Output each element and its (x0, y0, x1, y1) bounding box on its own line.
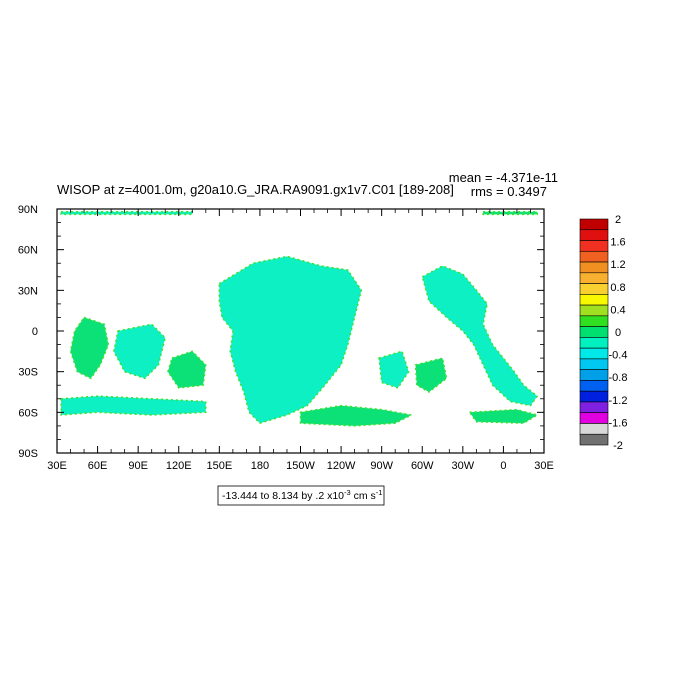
colorbar-swatch (579, 294, 609, 306)
ocean-patch (167, 350, 207, 389)
colorbar-swatch (579, 390, 609, 403)
colorbar-swatch (579, 433, 609, 446)
colorbar-swatch (579, 337, 609, 349)
ocean-patch (113, 323, 167, 380)
y-tick-label: 60N (18, 245, 38, 257)
x-tick-label: 120E (166, 460, 192, 472)
colorbar-swatch (579, 369, 609, 381)
contour-range-text: -13.444 to 8.134 by .2 x10 (222, 490, 344, 502)
ocean-patch (414, 357, 448, 393)
colorbar-label: 0.8 (610, 282, 625, 294)
x-tick-label: 60W (411, 460, 434, 472)
colorbar-swatch (579, 272, 609, 284)
colorbar-label: -0.8 (609, 372, 628, 384)
colorbar-label: -2 (613, 440, 623, 452)
y-tick-label: 30S (18, 367, 38, 379)
x-tick-label: 0 (500, 460, 506, 472)
colorbar-swatch (579, 304, 609, 317)
ocean-patch (69, 316, 110, 380)
ocean-patch (421, 265, 539, 407)
chart-title: WISOP at z=4001.0m, g20a10.G_JRA.RA9091.… (57, 182, 454, 197)
x-tick-label: 120W (327, 460, 356, 472)
contour-exponent: -3 (344, 488, 351, 497)
ocean-patch (378, 350, 410, 389)
colorbar-swatch (579, 380, 609, 392)
svg-text:-13.444 to 8.134 by .2 x10-3 c: -13.444 to 8.134 by .2 x10-3 cm s-1 (222, 488, 382, 502)
ocean-patch (482, 210, 538, 216)
ocean-patch (60, 210, 194, 216)
colorbar-swatch (579, 401, 609, 414)
x-tick-label: 180 (251, 460, 269, 472)
colorbar-label: 0.4 (610, 304, 625, 316)
colorbar-swatch (579, 315, 609, 327)
colorbar-label: -1.6 (609, 417, 628, 429)
mean-label: mean = -4.371e-11 (449, 170, 558, 185)
x-tick-label: 90E (128, 460, 148, 472)
x-tick-label: 150E (206, 460, 232, 472)
colorbar-label: -0.4 (609, 350, 628, 362)
colorbar-swatch (579, 358, 609, 370)
x-tick-label: 30E (534, 460, 554, 472)
ocean-patch (60, 395, 207, 416)
y-tick-label: 30N (18, 285, 38, 297)
colorbar-label: 1.6 (610, 237, 625, 249)
colorbar-swatch (579, 229, 609, 241)
colorbar-swatch (579, 412, 609, 424)
ocean-data-patches (60, 210, 540, 427)
x-tick-label: 30E (47, 460, 67, 472)
colorbar-swatch (579, 218, 609, 231)
colorbar-label: 0 (615, 327, 621, 339)
colorbar: 2 1.6 1.2 0.8 0.4 0 -0.4 -0.8 -1.2 -1.6 -2 (579, 214, 628, 452)
ocean-patch (218, 255, 363, 425)
colorbar-label: 1.2 (610, 259, 625, 271)
ocean-patch (468, 408, 540, 424)
colorbar-swatch (579, 326, 609, 338)
x-tick-label: 90W (370, 460, 393, 472)
colorbar-label: 2 (615, 214, 621, 226)
colorbar-swatch (579, 261, 609, 274)
colorbar-swatch (579, 240, 609, 252)
colorbar-swatch (579, 423, 609, 435)
y-tick-label: 90S (18, 448, 38, 460)
colorbar-swatch (579, 283, 609, 295)
colorbar-label: -1.2 (609, 395, 628, 407)
colorbar-swatch (579, 250, 609, 263)
rms-label: rms = 0.3497 (471, 184, 547, 199)
x-tick-label: 150W (286, 460, 315, 472)
y-tick-label: 90N (18, 204, 38, 216)
x-tick-label: 30W (452, 460, 475, 472)
contour-units: cm s (351, 490, 376, 502)
colorbar-swatch (579, 347, 609, 360)
contour-units-exponent: -1 (376, 488, 383, 497)
ocean-patch (299, 404, 414, 427)
x-axis: 30E 60E 90E 120E 150E 180 150W 120W 90W 60W 30W 0 30… (47, 209, 554, 472)
y-axis: 90N 60N 30N 0 30S 60S 90S (18, 204, 544, 460)
y-tick-label: 0 (32, 326, 38, 338)
y-tick-label: 60S (18, 407, 38, 419)
x-tick-label: 60E (88, 460, 108, 472)
contour-info-box: -13.444 to 8.134 by .2 x10-3 cm s-1 (217, 485, 385, 506)
map-field (60, 210, 540, 427)
